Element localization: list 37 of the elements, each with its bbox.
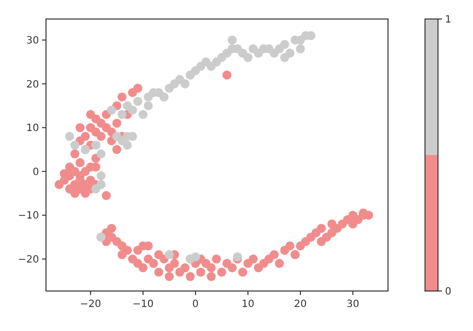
y-tick-label: 0	[32, 166, 39, 178]
point	[280, 53, 290, 62]
point	[160, 92, 169, 102]
point	[65, 132, 74, 141]
point	[91, 184, 100, 194]
point	[232, 252, 242, 262]
y-tick-label: 30	[26, 36, 39, 47]
x-tick-label: −20	[80, 299, 102, 310]
point	[96, 149, 106, 158]
color-bar-label: 0	[445, 286, 452, 298]
point	[133, 96, 142, 106]
point	[243, 53, 252, 62]
x-tick-label: 20	[294, 299, 307, 310]
point	[180, 79, 190, 88]
point	[144, 101, 153, 110]
x-tick-label: 10	[242, 299, 254, 310]
point	[107, 106, 116, 115]
y-tick-label: −20	[18, 254, 39, 266]
point	[128, 106, 138, 115]
x-tick-label: 30	[346, 299, 360, 310]
point	[190, 252, 200, 262]
point	[112, 132, 122, 141]
point	[91, 140, 100, 150]
point	[228, 36, 237, 45]
point	[96, 171, 106, 180]
point	[138, 110, 148, 119]
y-tick-label: −10	[18, 210, 39, 222]
point	[118, 110, 127, 119]
point	[164, 250, 174, 260]
point	[280, 40, 290, 49]
color-bar-label: 1	[445, 14, 452, 26]
x-tick-label: −10	[132, 299, 154, 310]
y-tick-label: 10	[26, 123, 39, 134]
point	[70, 140, 80, 150]
y-tick-label: 20	[26, 79, 39, 90]
point	[296, 44, 305, 54]
x-tick-label: 0	[192, 299, 199, 310]
